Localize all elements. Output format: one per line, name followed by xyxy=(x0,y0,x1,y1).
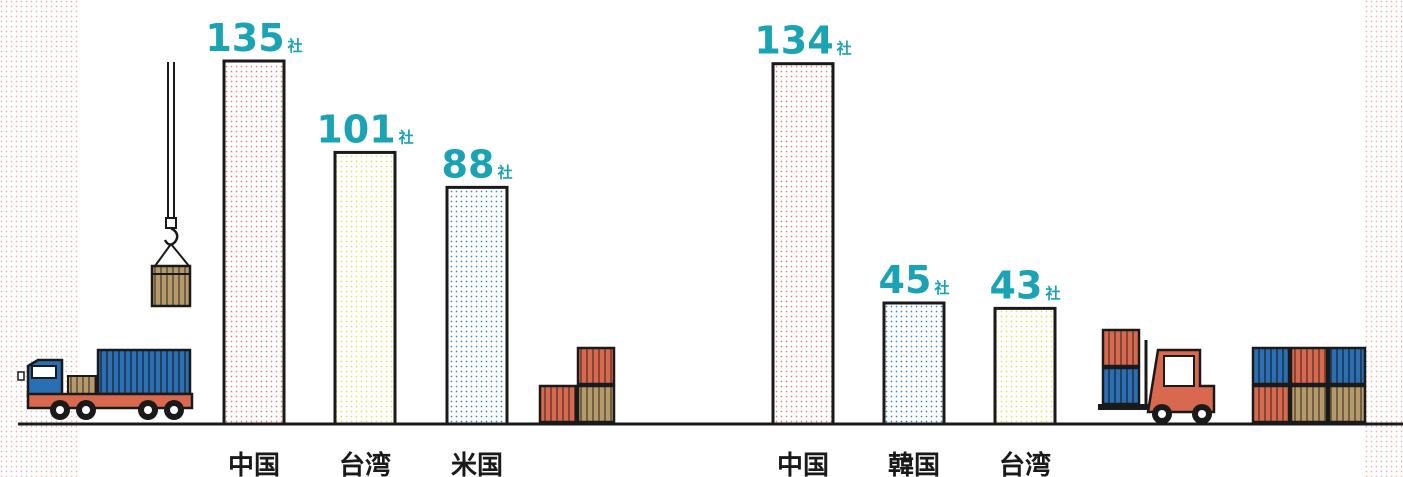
bar-2-2 xyxy=(882,301,946,426)
bar-2-3 xyxy=(993,306,1057,426)
value-number: 101 xyxy=(316,107,395,151)
truck-icon xyxy=(17,348,194,420)
value-label-2-2: 45 社 xyxy=(879,258,950,302)
bar-1-2 xyxy=(333,150,397,426)
value-unit: 社 xyxy=(496,163,512,181)
value-label-2-3: 43 社 xyxy=(990,263,1061,307)
value-label-1-3: 88 社 xyxy=(442,142,513,186)
value-number: 135 xyxy=(205,16,284,60)
category-label-2-3: 台湾 xyxy=(999,450,1051,477)
crane-hook-crate-icon xyxy=(150,62,192,308)
value-unit: 社 xyxy=(398,128,414,146)
value-label-2-1: 134 社 xyxy=(754,19,851,63)
value-number: 88 xyxy=(442,142,495,186)
value-unit: 社 xyxy=(933,279,949,297)
forklift-icon xyxy=(1098,328,1216,424)
stacked-containers-icon xyxy=(538,346,616,424)
category-label-1-1: 中国 xyxy=(228,451,280,477)
container-stack-icon xyxy=(1251,346,1367,424)
category-label-1-3: 米国 xyxy=(451,451,503,477)
value-label-1-2: 101 社 xyxy=(316,107,413,151)
value-unit: 社 xyxy=(1044,284,1060,302)
right-dotted-strip xyxy=(1365,0,1403,477)
value-number: 45 xyxy=(879,258,932,302)
bar-1-3 xyxy=(445,185,509,426)
value-label-1-1: 135 社 xyxy=(205,16,302,60)
category-label-1-2: 台湾 xyxy=(339,450,391,477)
bar-2-1 xyxy=(771,62,835,426)
value-number: 43 xyxy=(990,263,1043,307)
bar-1-1 xyxy=(222,59,286,426)
category-label-2-1: 中国 xyxy=(777,451,829,477)
value-number: 134 xyxy=(754,19,833,63)
value-unit: 社 xyxy=(287,37,303,55)
value-unit: 社 xyxy=(836,40,852,58)
category-label-2-2: 韓国 xyxy=(888,451,940,477)
